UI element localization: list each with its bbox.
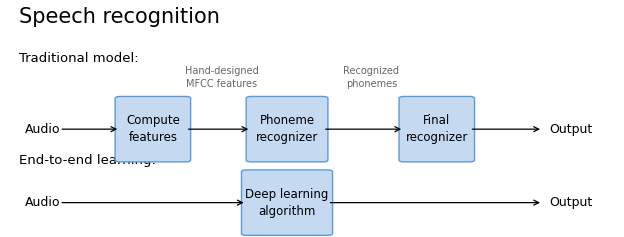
FancyBboxPatch shape [399, 96, 474, 162]
Text: Audio: Audio [25, 123, 61, 136]
Text: Audio: Audio [25, 196, 61, 209]
Text: Traditional model:: Traditional model: [19, 52, 139, 65]
FancyBboxPatch shape [241, 170, 333, 235]
Text: Recognized
phonemes: Recognized phonemes [343, 66, 399, 89]
Text: Compute
features: Compute features [126, 114, 180, 144]
Text: Final
recognizer: Final recognizer [406, 114, 468, 144]
Text: End-to-end learning:: End-to-end learning: [19, 154, 155, 167]
FancyBboxPatch shape [115, 96, 191, 162]
Text: Phoneme
recognizer: Phoneme recognizer [256, 114, 318, 144]
Text: Output: Output [549, 196, 592, 209]
Text: Deep learning
algorithm: Deep learning algorithm [245, 188, 329, 218]
Text: Speech recognition: Speech recognition [19, 7, 220, 27]
FancyBboxPatch shape [246, 96, 328, 162]
Text: Hand-designed
MFCC features: Hand-designed MFCC features [185, 66, 258, 89]
Text: Output: Output [549, 123, 592, 136]
